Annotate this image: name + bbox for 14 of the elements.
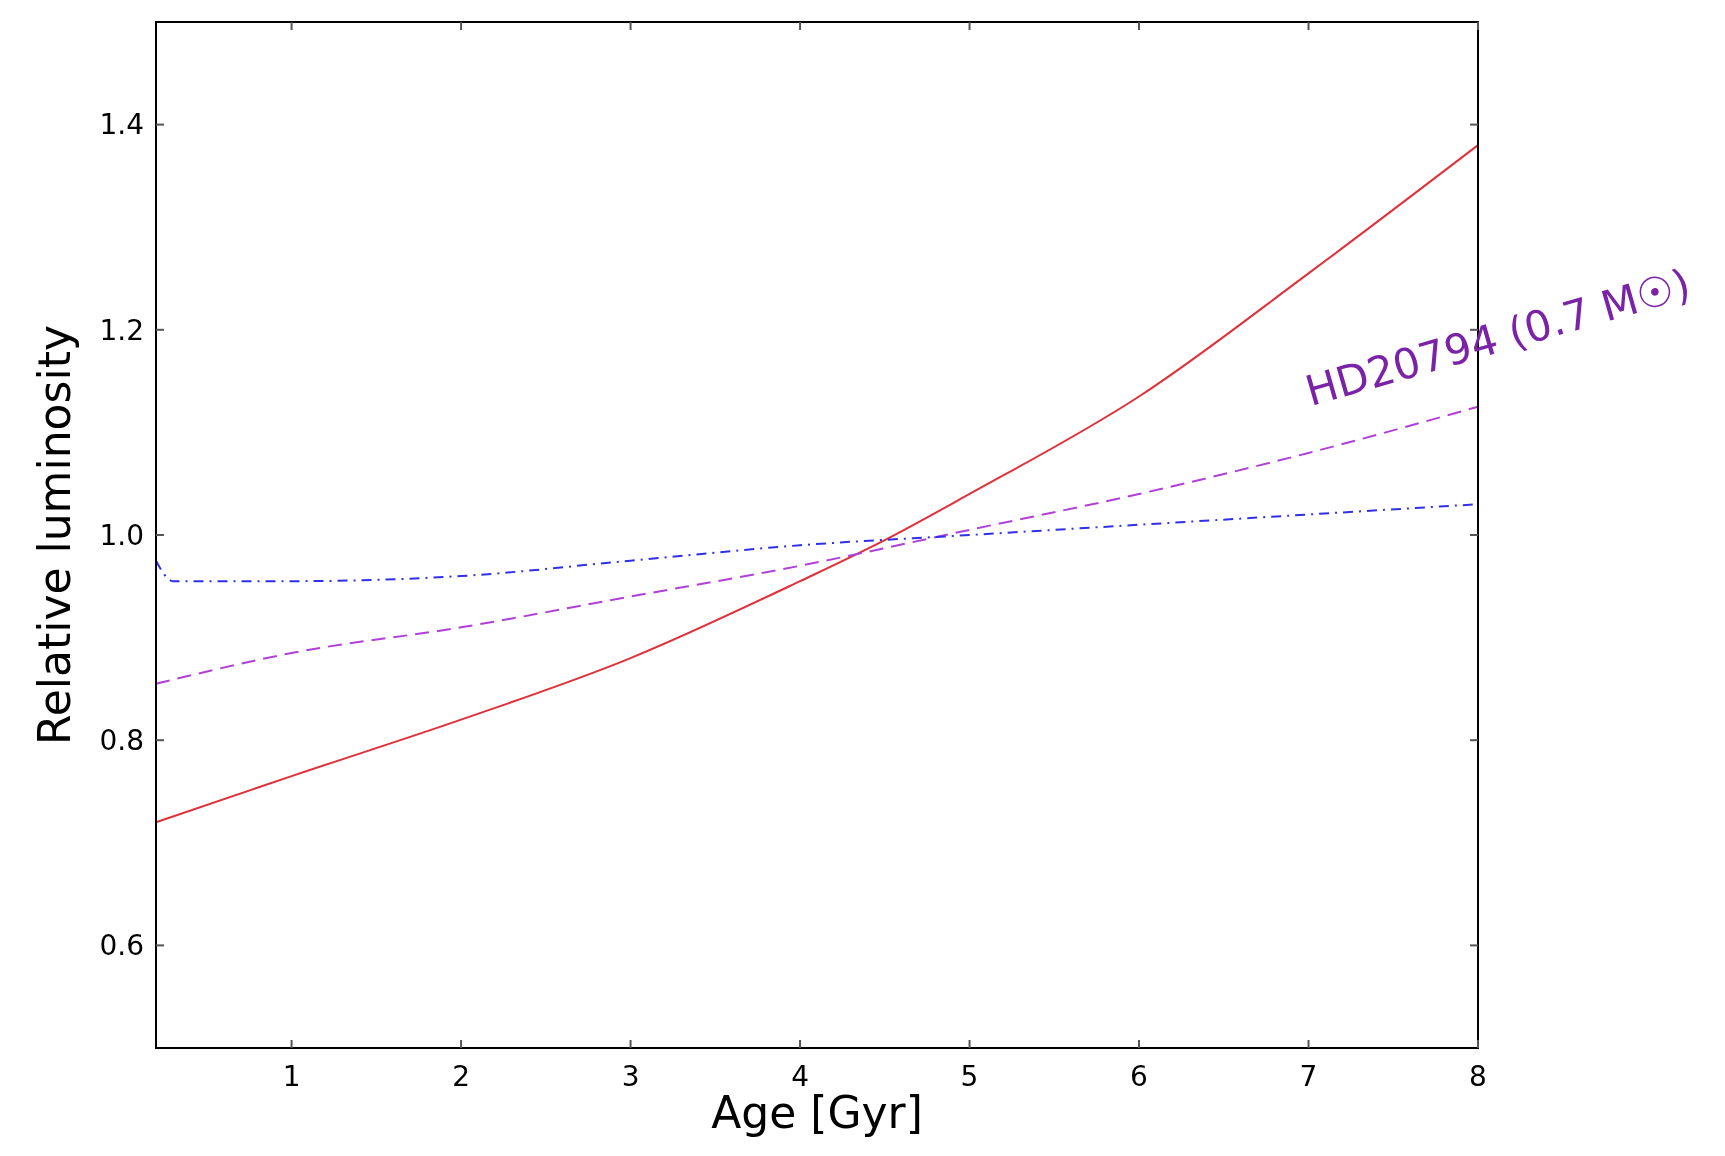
x-tick-label: 2 [452, 1060, 470, 1093]
y-tick-label: 1.4 [99, 108, 144, 142]
y-axis-title: Relative luminosity [29, 325, 80, 745]
x-tick-label: 7 [1299, 1060, 1318, 1093]
y-tick-label: 0.6 [99, 929, 144, 963]
x-tick-label: 3 [621, 1060, 640, 1093]
y-tick-label: 0.8 [99, 724, 144, 757]
x-tick-label: 1 [282, 1060, 301, 1093]
y-tick-label: 1.2 [99, 313, 144, 347]
x-tick-label: 5 [960, 1060, 979, 1093]
x-tick-label: 6 [1130, 1060, 1148, 1093]
x-tick-label: 8 [1469, 1060, 1487, 1093]
line-series [155, 405, 1479, 685]
y-tick-label: 1.0 [99, 518, 144, 552]
